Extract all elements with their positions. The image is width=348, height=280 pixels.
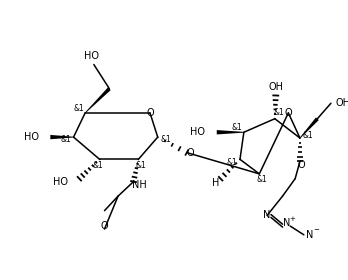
Text: H: H bbox=[212, 178, 220, 188]
Text: HO: HO bbox=[85, 51, 100, 61]
Text: +: + bbox=[289, 216, 295, 222]
Text: NH: NH bbox=[132, 179, 147, 190]
Text: OH: OH bbox=[335, 98, 348, 108]
Text: HO: HO bbox=[53, 177, 68, 186]
Text: N: N bbox=[283, 218, 290, 228]
Text: HO: HO bbox=[190, 127, 205, 137]
Polygon shape bbox=[217, 130, 244, 134]
Text: &1: &1 bbox=[273, 108, 284, 117]
Text: O: O bbox=[146, 108, 154, 118]
Text: O: O bbox=[101, 221, 108, 231]
Text: O: O bbox=[297, 160, 305, 170]
Text: &1: &1 bbox=[92, 161, 103, 170]
Text: &1: &1 bbox=[302, 131, 313, 140]
Text: &1: &1 bbox=[73, 104, 84, 113]
Text: &1: &1 bbox=[232, 123, 243, 132]
Text: N: N bbox=[306, 230, 313, 240]
Text: N: N bbox=[263, 211, 271, 220]
Text: O: O bbox=[285, 108, 292, 118]
Text: &1: &1 bbox=[227, 158, 238, 167]
Polygon shape bbox=[50, 135, 73, 139]
Text: &1: &1 bbox=[257, 175, 268, 184]
Text: OH: OH bbox=[268, 82, 283, 92]
Text: −: − bbox=[314, 227, 319, 233]
Text: &1: &1 bbox=[160, 134, 171, 144]
Polygon shape bbox=[300, 117, 319, 138]
Text: &1: &1 bbox=[61, 134, 71, 144]
Text: &1: &1 bbox=[136, 161, 147, 170]
Polygon shape bbox=[85, 87, 111, 113]
Text: O: O bbox=[187, 148, 195, 158]
Text: HO: HO bbox=[24, 132, 39, 142]
